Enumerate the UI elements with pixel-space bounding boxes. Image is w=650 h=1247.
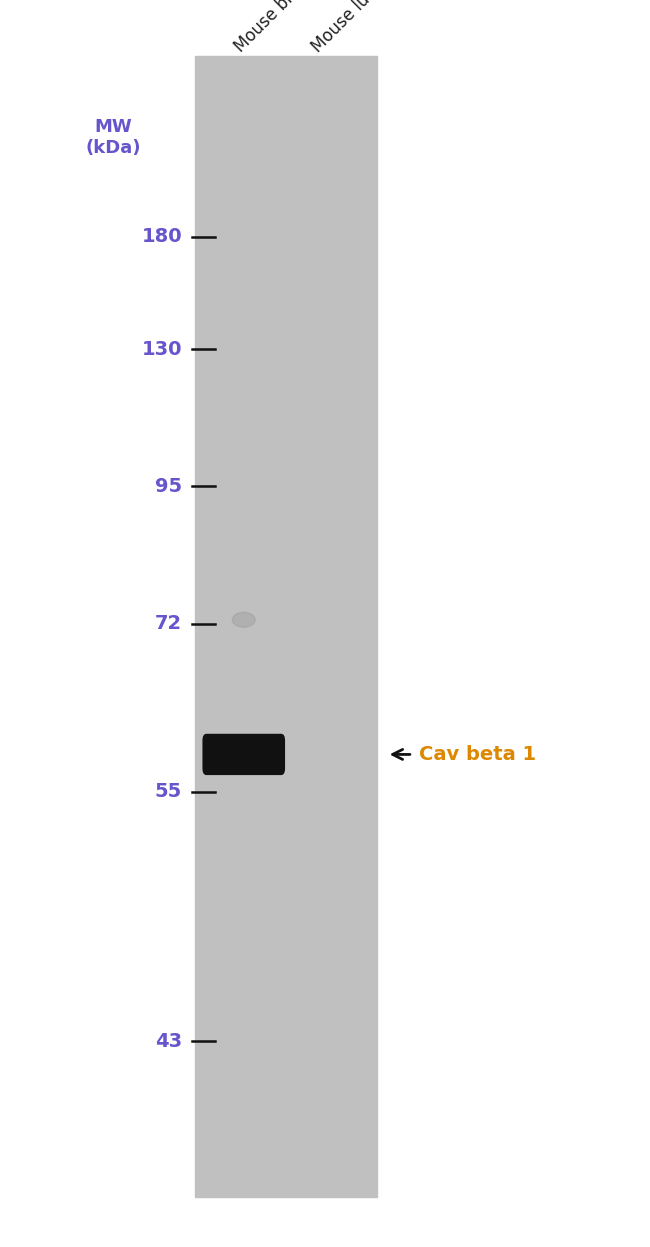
Text: 130: 130 — [142, 339, 182, 359]
Bar — [195, 56, 377, 1197]
Text: 55: 55 — [155, 782, 182, 802]
Text: 43: 43 — [155, 1031, 182, 1051]
Text: 180: 180 — [141, 227, 182, 247]
FancyBboxPatch shape — [203, 734, 285, 774]
Text: 95: 95 — [155, 476, 182, 496]
Text: Mouse brain: Mouse brain — [231, 0, 315, 56]
Text: Mouse lung: Mouse lung — [309, 0, 389, 56]
Ellipse shape — [233, 612, 255, 627]
Text: 72: 72 — [155, 614, 182, 633]
Text: Cav beta 1: Cav beta 1 — [419, 744, 536, 764]
Ellipse shape — [210, 766, 278, 773]
Text: MW
(kDa): MW (kDa) — [86, 118, 142, 157]
